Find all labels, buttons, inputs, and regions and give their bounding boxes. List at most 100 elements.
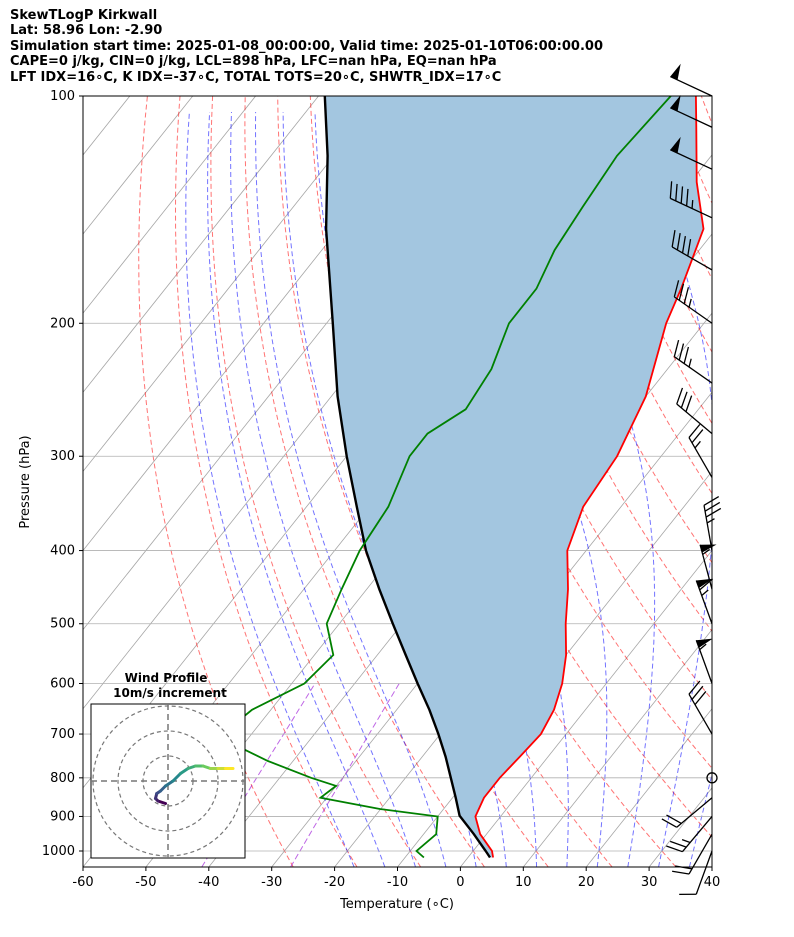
- dry-adiabat-line: [138, 96, 294, 867]
- y-tick-label: 400: [50, 544, 75, 559]
- barb-half-flag: [699, 643, 707, 651]
- barb-flag: [666, 814, 682, 824]
- wind-barb: [695, 578, 714, 624]
- barb-flag: [678, 283, 685, 301]
- barb-flag: [705, 507, 722, 518]
- isotherm-line: [83, 96, 382, 473]
- y-tick-label: 100: [50, 89, 75, 104]
- x-tick-label: -50: [135, 875, 156, 890]
- barb-shaft: [670, 107, 713, 128]
- wind-barb: [673, 339, 713, 384]
- barb-shaft: [671, 246, 713, 271]
- barb-pennant: [696, 638, 713, 648]
- x-tick-label: 20: [578, 875, 595, 890]
- dry-adiabat-line: [505, 96, 712, 564]
- y-tick-label: 1000: [42, 844, 75, 859]
- temperature-line: [474, 96, 705, 858]
- barb-half-flag: [701, 589, 709, 597]
- wind-barb: [679, 850, 713, 896]
- barb-flag: [683, 287, 690, 304]
- barb-pennant: [700, 544, 717, 553]
- dewpoint-line: [230, 96, 672, 859]
- barb-flag: [694, 690, 707, 706]
- moist-adiabat-line: [185, 111, 355, 867]
- wind-barb: [670, 95, 713, 128]
- barb-shaft: [681, 816, 713, 853]
- dry-adiabat-line: [734, 96, 794, 867]
- isotherm-line: [83, 96, 194, 235]
- dry-adiabat-line: [244, 96, 485, 867]
- hodograph-subtitle: 10m/s increment: [113, 686, 227, 700]
- wind-barb: [672, 833, 713, 875]
- time-line: Simulation start time: 2025-01-08_00:00:…: [10, 38, 603, 54]
- barb-half-flag: [694, 440, 701, 449]
- barb-flag: [673, 339, 680, 357]
- barb-shaft: [695, 850, 713, 895]
- stability-line: CAPE=0 j/kg, CIN=0 j/kg, LCL=898 hPa, LF…: [10, 54, 497, 70]
- wind-barb: [676, 387, 713, 435]
- moist-adiabat-line: [230, 111, 416, 867]
- chart-header: SkewTLogP Kirkwall Lat: 58.96 Lon: -2.90…: [10, 8, 603, 85]
- dry-adiabat-line: [210, 96, 422, 867]
- calm-wind-circle: [706, 772, 718, 784]
- barb-flag: [678, 343, 685, 361]
- hodograph-ring: [117, 730, 219, 832]
- barb-half-flag: [688, 298, 692, 308]
- barb-flag: [671, 230, 676, 248]
- barb-flag: [661, 818, 678, 828]
- isotherm-line: [83, 96, 319, 393]
- y-tick-label: 500: [50, 617, 75, 632]
- barb-flag: [683, 346, 690, 364]
- barb-shaft: [673, 296, 713, 324]
- moist-adiabat-line: [720, 112, 794, 867]
- barb-half-flag: [681, 839, 691, 844]
- barb-flag: [669, 840, 687, 848]
- y-tick-label: 800: [50, 771, 75, 786]
- barb-half-flag: [691, 199, 694, 209]
- barb-shaft: [670, 75, 713, 97]
- moist-adiabat-line: [282, 111, 477, 867]
- dry-adiabat-line: [766, 96, 794, 867]
- barb-flag: [672, 870, 690, 875]
- barb-flag: [676, 387, 684, 405]
- barb-flag: [675, 865, 693, 870]
- isotherm-line: [334, 391, 712, 867]
- y-tick-label: 600: [50, 677, 75, 692]
- wind-barb: [688, 680, 713, 735]
- x-tick-label: 10: [515, 875, 532, 890]
- barb-flag: [688, 680, 701, 695]
- moist-adiabat-line: [688, 771, 712, 867]
- wind-barb: [666, 816, 713, 853]
- x-tick-label: -60: [72, 875, 93, 890]
- barb-flag: [687, 239, 692, 257]
- moist-adiabat-line: [207, 111, 386, 867]
- barb-shaft: [676, 797, 713, 828]
- barb-pennant: [670, 95, 681, 112]
- isotherm-line: [585, 708, 712, 867]
- wind-barb: [670, 63, 713, 97]
- moist-adiabat-line: [254, 111, 447, 867]
- wind-barbs: [661, 63, 722, 896]
- barb-pennant: [670, 136, 681, 154]
- barb-shaft: [673, 356, 713, 384]
- barb-shaft: [688, 437, 713, 478]
- barb-shaft: [670, 149, 713, 170]
- isotherm-line: [711, 866, 712, 867]
- barb-flag: [675, 183, 678, 201]
- moist-adiabat-line: [457, 111, 608, 867]
- hodograph-segment: [164, 779, 175, 788]
- x-tick-label: -10: [387, 875, 408, 890]
- barb-flag: [680, 391, 688, 409]
- index-line: LFT IDX=16∘C, K IDX=-37∘C, TOTAL TOTS=20…: [10, 69, 502, 85]
- dry-adiabat-line: [700, 96, 712, 125]
- barb-half-flag: [702, 548, 711, 555]
- barb-flag: [669, 181, 673, 199]
- wind-barb: [671, 230, 713, 271]
- barb-shaft: [695, 640, 713, 684]
- barb-flag: [691, 685, 704, 700]
- barb-flag: [673, 280, 680, 298]
- profiles: [230, 96, 705, 859]
- hodograph-segment: [171, 772, 182, 783]
- barb-flag: [704, 501, 721, 512]
- hodograph-inset: Wind Profile 10m/s increment: [90, 671, 246, 859]
